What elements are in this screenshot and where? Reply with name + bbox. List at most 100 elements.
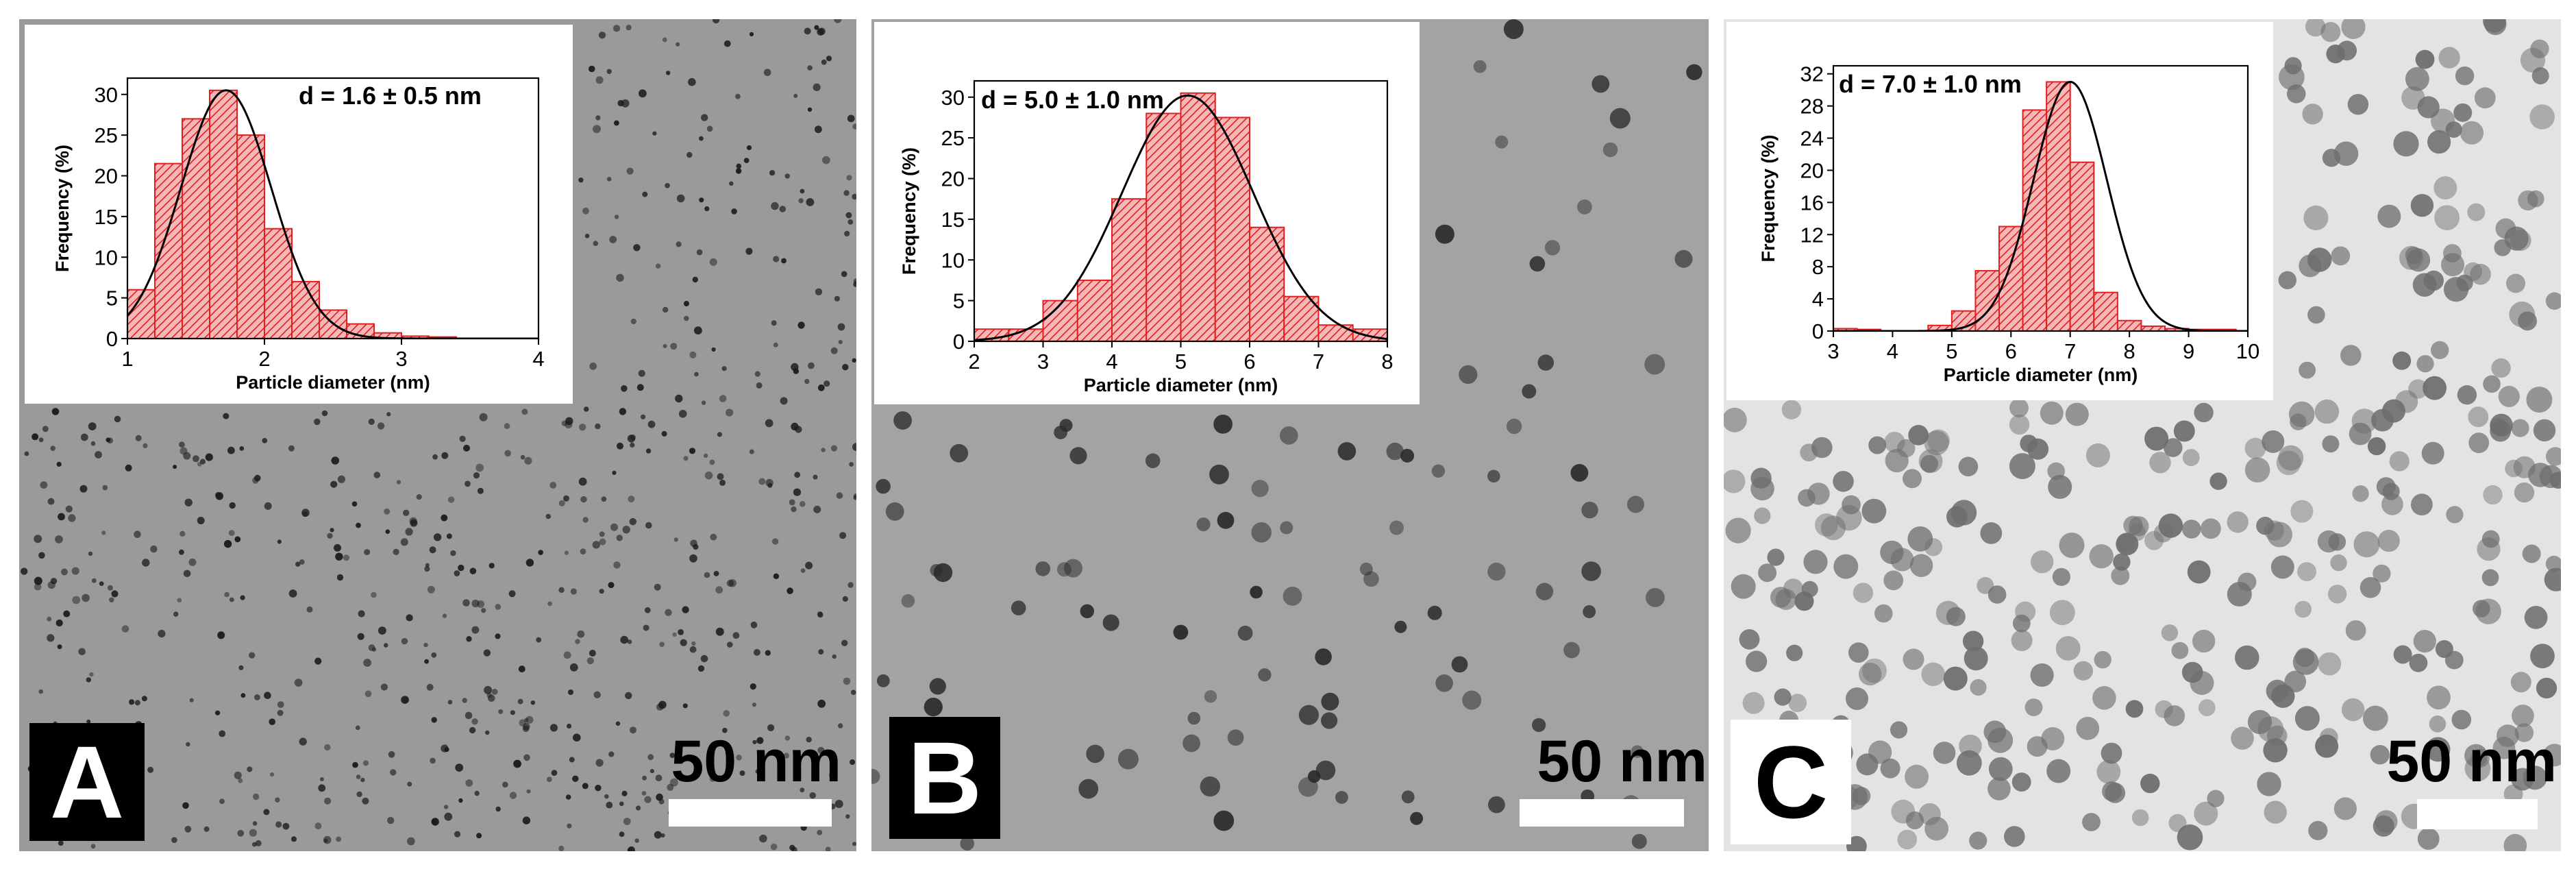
nanoparticle <box>798 198 804 204</box>
nanoparticle <box>1674 249 1693 268</box>
nanoparticle <box>2198 699 2216 716</box>
nanoparticle <box>454 831 461 838</box>
nanoparticle <box>736 755 742 761</box>
gaussian-fit-line <box>127 89 538 339</box>
nanoparticle <box>2545 555 2561 572</box>
nanoparticle <box>1237 625 1253 641</box>
nanoparticle <box>2377 530 2400 552</box>
nanoparticle <box>771 538 779 545</box>
nanoparticle <box>1868 740 1892 764</box>
nanoparticle <box>183 570 191 578</box>
nanoparticle <box>2270 555 2294 579</box>
nanoparticle <box>2319 728 2338 747</box>
nanoparticle <box>784 173 790 179</box>
nanoparticle <box>91 578 97 583</box>
nanoparticle <box>182 802 189 809</box>
nanoparticle <box>387 816 395 824</box>
nanoparticle <box>2284 670 2307 693</box>
nanoparticle <box>2444 650 2464 670</box>
nanoparticle <box>616 273 624 282</box>
nanoparticle <box>114 415 121 423</box>
nanoparticle <box>1750 476 1774 501</box>
nanoparticle <box>670 343 678 350</box>
nanoparticle <box>660 833 665 838</box>
nanoparticle <box>2116 533 2139 556</box>
nanoparticle <box>1315 760 1336 781</box>
nanoparticle <box>1885 449 1909 473</box>
nanoparticle <box>689 554 697 563</box>
y-tick-label: 5 <box>106 286 118 310</box>
nanoparticle <box>817 384 825 391</box>
nanoparticle <box>822 156 830 164</box>
nanoparticle <box>61 568 68 576</box>
nanoparticle <box>504 423 510 429</box>
nanoparticle <box>269 718 276 725</box>
nanoparticle <box>749 449 754 454</box>
nanoparticle <box>852 123 856 130</box>
nanoparticle <box>692 276 698 283</box>
tem-panel-a: 1 2 3 4 0 5 10 15 20 25 30 Particle diameter (nm) Fr… <box>19 19 856 851</box>
nanoparticle <box>239 446 245 451</box>
nanoparticle <box>1581 502 1598 519</box>
nanoparticle <box>2009 453 2035 480</box>
nanoparticle <box>2523 766 2547 790</box>
nanoparticle <box>809 792 816 799</box>
nanoparticle <box>228 530 235 536</box>
nanoparticle <box>1435 674 1453 692</box>
nanoparticle <box>636 805 641 811</box>
nanoparticle <box>601 496 607 502</box>
nanoparticle <box>63 610 71 618</box>
nanoparticle <box>291 836 297 842</box>
nanoparticle <box>666 71 671 75</box>
tem-texture-a <box>21 19 856 851</box>
nanoparticle <box>2425 737 2451 762</box>
nanoparticle <box>1609 108 1631 129</box>
nanoparticle <box>1389 520 1404 535</box>
nanoparticle <box>42 426 49 432</box>
nanoparticle <box>2409 653 2428 672</box>
nanoparticle <box>47 498 55 505</box>
nanoparticle <box>377 422 385 430</box>
nanoparticle <box>424 566 430 572</box>
nanoparticle <box>608 751 615 757</box>
nanoparticle <box>360 777 365 783</box>
nanoparticle <box>2177 824 2203 851</box>
nanoparticle <box>40 481 48 489</box>
nanoparticle <box>2194 801 2218 826</box>
histogram-chart-c: 3 4 5 6 7 8 9 10 0 4 8 12 16 20 24 28 32 Particle diamete… <box>1758 62 2259 385</box>
nanoparticle <box>1781 400 1802 419</box>
nanoparticle <box>691 641 696 646</box>
histogram-bar <box>1042 300 1078 343</box>
nanoparticle <box>403 509 410 516</box>
nanoparticle <box>125 464 132 472</box>
nanoparticle <box>318 784 326 792</box>
nanoparticle <box>1846 835 1867 851</box>
nanoparticle <box>288 589 297 598</box>
nanoparticle <box>447 700 453 705</box>
nanoparticle <box>2153 524 2173 543</box>
nanoparticle <box>578 178 584 183</box>
nanoparticle <box>689 351 697 358</box>
scale-bar-label-a: 50 nm <box>671 729 841 794</box>
nanoparticle <box>2209 472 2227 490</box>
nanoparticle <box>593 241 599 247</box>
nanoparticle <box>111 590 119 598</box>
nanoparticle <box>743 158 750 164</box>
nanoparticle <box>1213 810 1235 831</box>
nanoparticle <box>2271 684 2295 708</box>
nanoparticle <box>65 505 73 513</box>
y-tick-label: 30 <box>95 83 118 107</box>
nanoparticle <box>2303 205 2329 230</box>
nanoparticle <box>1435 224 1454 244</box>
x-tick-label: 2 <box>258 347 270 371</box>
nanoparticle <box>797 321 805 329</box>
nanoparticle <box>658 798 665 805</box>
nanoparticle <box>721 366 727 371</box>
nanoparticle <box>203 826 210 832</box>
histogram-bar <box>1008 328 1044 343</box>
nanoparticle <box>79 485 88 493</box>
tem-panel-b: 2 3 4 5 6 7 8 0 5 10 15 20 25 30 Particle diameter (nm… <box>871 19 1709 851</box>
nanoparticle <box>410 519 418 527</box>
nanoparticle <box>425 563 430 567</box>
nanoparticle <box>813 505 821 513</box>
